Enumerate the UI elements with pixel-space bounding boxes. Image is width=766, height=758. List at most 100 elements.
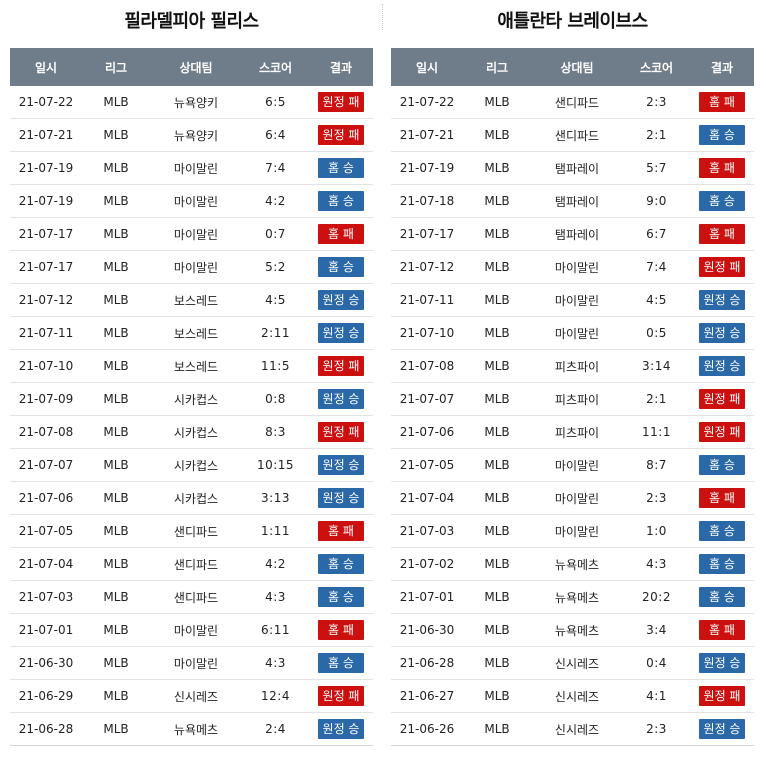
opponent: 신시레즈 [531, 712, 623, 746]
league: MLB [82, 481, 150, 515]
table-row: 21-07-01 MLB 마이말린 6:11 홈 패 [10, 613, 373, 647]
result-cell: 원정 패 [309, 349, 373, 383]
result-cell: 원정 패 [690, 250, 754, 284]
result-badge: 홈 패 [699, 488, 745, 508]
game-date: 21-07-17 [10, 250, 82, 284]
header-league: 리그 [82, 48, 150, 86]
result-badge: 원정 승 [318, 455, 364, 475]
league: MLB [82, 712, 150, 746]
game-date: 21-07-21 [10, 118, 82, 152]
result-badge: 홈 승 [699, 191, 745, 211]
team-title: 필라델피아 필리스 [124, 11, 259, 32]
opponent: 피츠파이 [531, 349, 623, 383]
result-cell: 원정 승 [309, 316, 373, 350]
game-date: 21-07-12 [391, 250, 463, 284]
league: MLB [82, 151, 150, 185]
table-row: 21-07-12 MLB 보스레드 4:5 원정 승 [10, 283, 373, 317]
league: MLB [463, 151, 531, 185]
team-title: 애틀란타 브레이브스 [497, 11, 648, 32]
table-row: 21-07-01 MLB 뉴욕메츠 20:2 홈 승 [391, 580, 754, 614]
score: 7:4 [623, 250, 690, 284]
score: 3:4 [623, 613, 690, 647]
league: MLB [82, 184, 150, 218]
table-row: 21-07-18 MLB 탬파레이 9:0 홈 승 [391, 184, 754, 218]
league: MLB [463, 481, 531, 515]
result-cell: 원정 패 [690, 679, 754, 713]
score: 8:7 [623, 448, 690, 482]
table-row: 21-07-21 MLB 뉴욕양키 6:4 원정 패 [10, 118, 373, 152]
opponent: 마이말린 [150, 217, 242, 251]
league: MLB [82, 415, 150, 449]
results-table: 일시 리그 상대팀 스코어 결과 21-07-22 MLB 샌디파드 2:3 홈 패 21… [391, 48, 754, 746]
opponent: 시카컵스 [150, 481, 242, 515]
opponent: 마이말린 [150, 613, 242, 647]
table-row: 21-06-26 MLB 신시레즈 2:3 원정 승 [391, 712, 754, 746]
game-date: 21-07-01 [10, 613, 82, 647]
result-badge: 원정 승 [699, 323, 745, 343]
league: MLB [82, 250, 150, 284]
score: 8:3 [242, 415, 309, 449]
game-date: 21-07-11 [391, 283, 463, 317]
game-date: 21-06-29 [10, 679, 82, 713]
result-cell: 홈 승 [690, 118, 754, 152]
header-date: 일시 [10, 48, 82, 86]
score: 3:13 [242, 481, 309, 515]
game-date: 21-07-06 [391, 415, 463, 449]
header-opponent: 상대팀 [150, 48, 242, 86]
league: MLB [82, 283, 150, 317]
opponent: 보스레드 [150, 283, 242, 317]
game-date: 21-06-28 [391, 646, 463, 680]
table-row: 21-07-06 MLB 시카컵스 3:13 원정 승 [10, 481, 373, 515]
league: MLB [463, 448, 531, 482]
game-date: 21-07-11 [10, 316, 82, 350]
opponent: 뉴욕메츠 [531, 613, 623, 647]
game-date: 21-06-28 [10, 712, 82, 746]
league: MLB [463, 316, 531, 350]
table-row: 21-07-17 MLB 마이말린 5:2 홈 승 [10, 250, 373, 284]
result-cell: 원정 승 [690, 646, 754, 680]
result-cell: 홈 승 [309, 547, 373, 581]
result-badge: 홈 승 [699, 521, 745, 541]
table-row: 21-07-19 MLB 마이말린 7:4 홈 승 [10, 151, 373, 185]
result-cell: 원정 승 [690, 712, 754, 746]
league: MLB [82, 316, 150, 350]
opponent: 보스레드 [150, 316, 242, 350]
opponent: 피츠파이 [531, 382, 623, 416]
table-row: 21-07-12 MLB 마이말린 7:4 원정 패 [391, 250, 754, 284]
result-cell: 홈 승 [690, 514, 754, 548]
result-badge: 원정 승 [699, 290, 745, 310]
score: 9:0 [623, 184, 690, 218]
result-badge: 홈 승 [699, 587, 745, 607]
result-cell: 원정 패 [309, 118, 373, 152]
league: MLB [463, 547, 531, 581]
league: MLB [463, 118, 531, 152]
result-badge: 홈 패 [318, 224, 364, 244]
score: 2:4 [242, 712, 309, 746]
opponent: 뉴욕메츠 [531, 580, 623, 614]
table-row: 21-06-28 MLB 뉴욕메츠 2:4 원정 승 [10, 712, 373, 746]
game-date: 21-07-17 [10, 217, 82, 251]
result-badge: 원정 패 [318, 125, 364, 145]
result-badge: 홈 패 [699, 158, 745, 178]
league: MLB [463, 646, 531, 680]
result-badge: 원정 패 [699, 686, 745, 706]
result-cell: 홈 패 [690, 613, 754, 647]
result-cell: 홈 패 [690, 151, 754, 185]
score: 1:0 [623, 514, 690, 548]
result-cell: 홈 승 [309, 151, 373, 185]
score: 6:5 [242, 86, 309, 119]
opponent: 시카컵스 [150, 382, 242, 416]
score: 3:14 [623, 349, 690, 383]
score: 0:4 [623, 646, 690, 680]
league: MLB [82, 349, 150, 383]
score: 5:7 [623, 151, 690, 185]
braves-panel: 애틀란타 브레이브스 일시 리그 상대팀 스코어 결과 21-07-22 MLB 샌… [391, 0, 754, 746]
game-date: 21-07-10 [10, 349, 82, 383]
result-badge: 홈 승 [318, 257, 364, 277]
table-row: 21-07-02 MLB 뉴욕메츠 4:3 홈 승 [391, 547, 754, 581]
opponent: 마이말린 [150, 184, 242, 218]
table-row: 21-06-30 MLB 뉴욕메츠 3:4 홈 패 [391, 613, 754, 647]
score: 4:2 [242, 184, 309, 218]
game-date: 21-07-06 [10, 481, 82, 515]
